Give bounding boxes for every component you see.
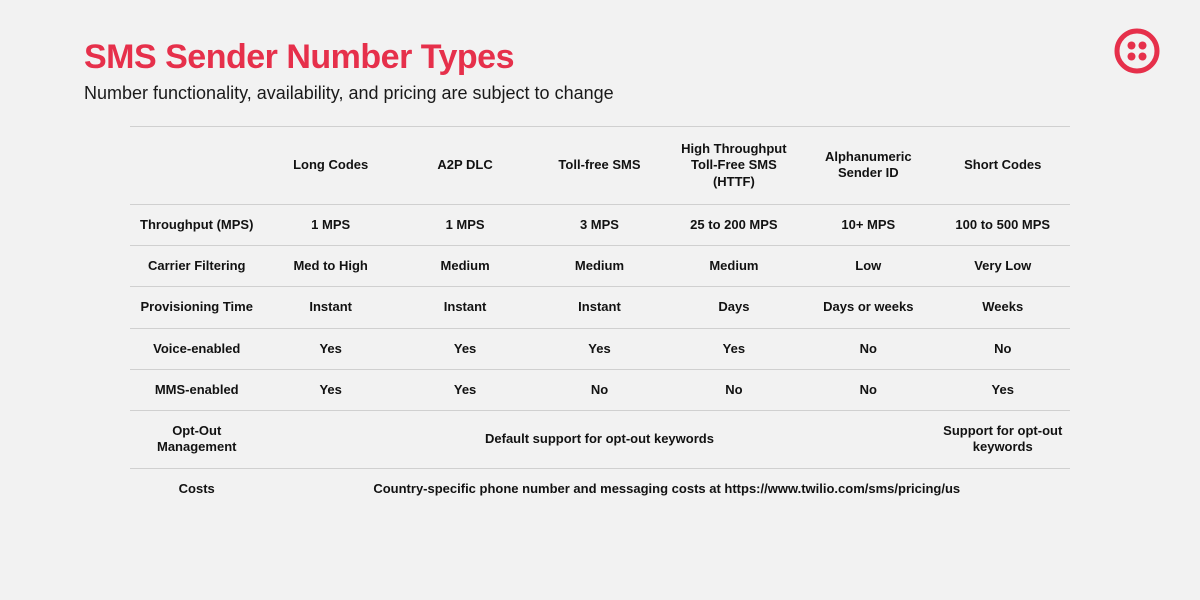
column-header: Short Codes bbox=[936, 127, 1071, 205]
page-title: SMS Sender Number Types bbox=[84, 38, 1116, 77]
table-cell: No bbox=[667, 369, 801, 410]
table-cell: Yes bbox=[936, 369, 1071, 410]
row-label: Carrier Filtering bbox=[130, 246, 263, 287]
table-cell: 1 MPS bbox=[263, 204, 397, 245]
table-cell: Medium bbox=[667, 246, 801, 287]
table-cell: 100 to 500 MPS bbox=[936, 204, 1071, 245]
column-header: High Throughput Toll-Free SMS (HTTF) bbox=[667, 127, 801, 205]
column-header: Alphanumeric Sender ID bbox=[801, 127, 935, 205]
table-cell: 25 to 200 MPS bbox=[667, 204, 801, 245]
column-header: Long Codes bbox=[263, 127, 397, 205]
table-cell: No bbox=[801, 369, 935, 410]
table-cell: Yes bbox=[263, 328, 397, 369]
table-corner-cell bbox=[130, 127, 263, 205]
row-label: Throughput (MPS) bbox=[130, 204, 263, 245]
table-cell: No bbox=[801, 328, 935, 369]
table-cell: Yes bbox=[667, 328, 801, 369]
table-cell: Instant bbox=[532, 287, 666, 328]
table-cell: Instant bbox=[398, 287, 532, 328]
table-cell: No bbox=[532, 369, 666, 410]
comparison-table-container: Long Codes A2P DLC Toll-free SMS High Th… bbox=[0, 104, 1200, 509]
table-cell: Low bbox=[801, 246, 935, 287]
table-cell-merged: Country-specific phone number and messag… bbox=[263, 468, 1070, 509]
table-row: Throughput (MPS) 1 MPS 1 MPS 3 MPS 25 to… bbox=[130, 204, 1070, 245]
table-cell: Instant bbox=[263, 287, 397, 328]
table-cell: Support for opt-out keywords bbox=[936, 411, 1071, 469]
row-label: Provisioning Time bbox=[130, 287, 263, 328]
table-cell: Yes bbox=[532, 328, 666, 369]
table-row: Voice-enabled Yes Yes Yes Yes No No bbox=[130, 328, 1070, 369]
table-header-row: Long Codes A2P DLC Toll-free SMS High Th… bbox=[130, 127, 1070, 205]
table-row-merged: Opt-Out Management Default support for o… bbox=[130, 411, 1070, 469]
twilio-logo-icon bbox=[1114, 28, 1160, 79]
page-header: SMS Sender Number Types Number functiona… bbox=[0, 0, 1200, 104]
table-cell: 3 MPS bbox=[532, 204, 666, 245]
table-row: Carrier Filtering Med to High Medium Med… bbox=[130, 246, 1070, 287]
table-cell: Med to High bbox=[263, 246, 397, 287]
table-cell: Days or weeks bbox=[801, 287, 935, 328]
table-row: MMS-enabled Yes Yes No No No Yes bbox=[130, 369, 1070, 410]
table-cell: Medium bbox=[532, 246, 666, 287]
table-row-merged: Costs Country-specific phone number and … bbox=[130, 468, 1070, 509]
column-header: A2P DLC bbox=[398, 127, 532, 205]
table-cell: Yes bbox=[398, 328, 532, 369]
table-cell: Days bbox=[667, 287, 801, 328]
comparison-table: Long Codes A2P DLC Toll-free SMS High Th… bbox=[130, 126, 1070, 509]
table-row: Provisioning Time Instant Instant Instan… bbox=[130, 287, 1070, 328]
table-cell: Yes bbox=[263, 369, 397, 410]
table-cell: Yes bbox=[398, 369, 532, 410]
table-cell: 1 MPS bbox=[398, 204, 532, 245]
row-label: Costs bbox=[130, 468, 263, 509]
table-cell: Very Low bbox=[936, 246, 1071, 287]
row-label: Voice-enabled bbox=[130, 328, 263, 369]
page-subtitle: Number functionality, availability, and … bbox=[84, 83, 1116, 104]
table-cell: No bbox=[936, 328, 1071, 369]
table-cell: Weeks bbox=[936, 287, 1071, 328]
table-cell: Medium bbox=[398, 246, 532, 287]
table-cell: 10+ MPS bbox=[801, 204, 935, 245]
row-label: Opt-Out Management bbox=[130, 411, 263, 469]
row-label: MMS-enabled bbox=[130, 369, 263, 410]
table-cell-merged: Default support for opt-out keywords bbox=[263, 411, 935, 469]
column-header: Toll-free SMS bbox=[532, 127, 666, 205]
table-body: Throughput (MPS) 1 MPS 1 MPS 3 MPS 25 to… bbox=[130, 204, 1070, 509]
